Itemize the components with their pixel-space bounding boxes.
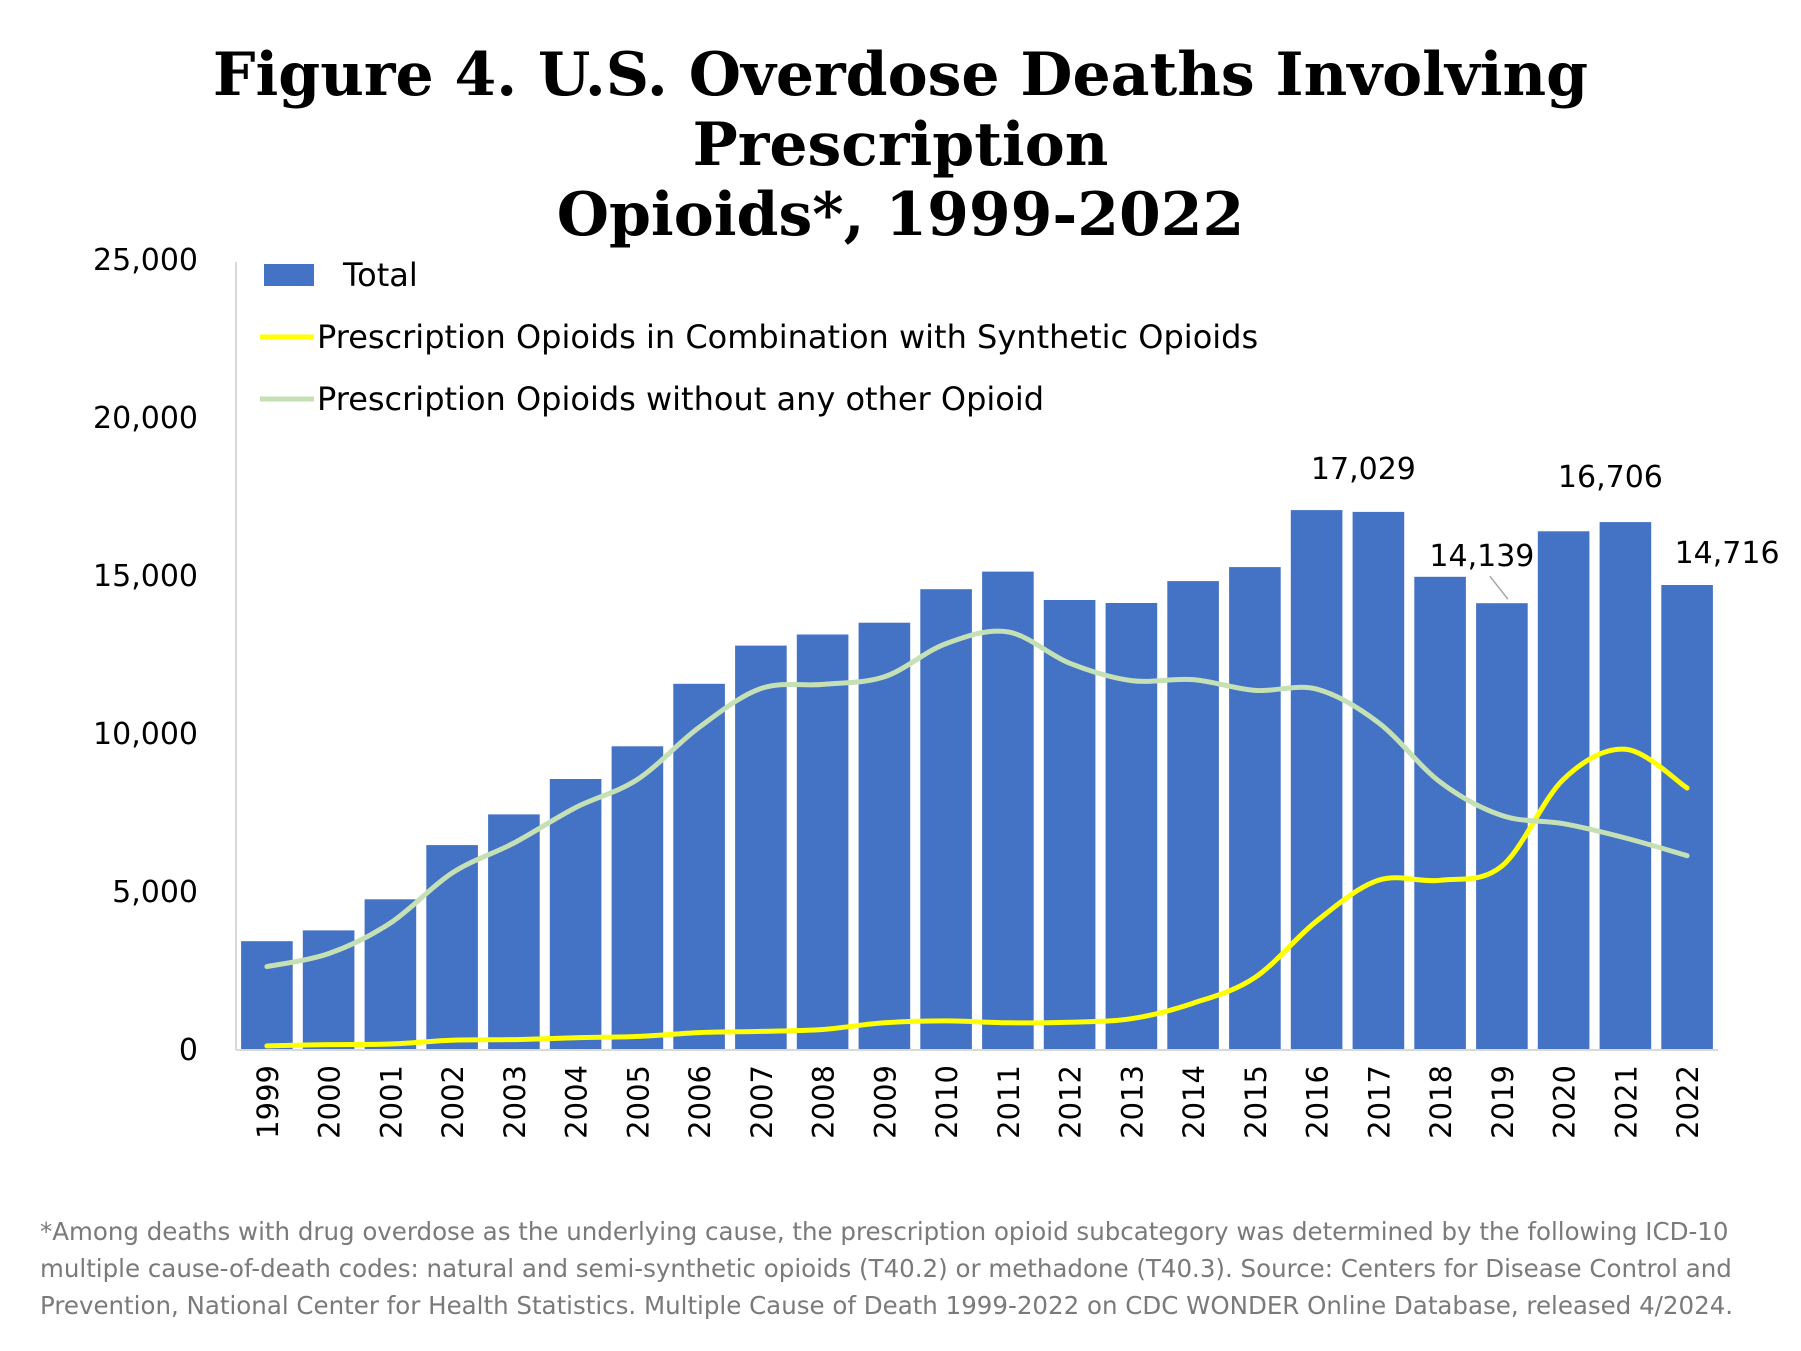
bar-total-2007 [735, 645, 787, 1050]
bar-total-2008 [796, 634, 849, 1050]
chart-title-line-1: Figure 4. U.S. Overdose Deaths Involving… [212, 40, 1589, 180]
x-tick-label: 2021 [1609, 1065, 1643, 1139]
data-label-2017: 17,029 [1311, 452, 1416, 487]
legend-label-prescription-opioids-in-combination-with-synthetic-opioids: Prescription Opioids in Combination with… [317, 318, 1258, 356]
bar-total-2010 [920, 589, 972, 1050]
bar-total-2013 [1105, 603, 1158, 1050]
y-tick-label: 25,000 [93, 243, 198, 278]
x-tick-label: 2014 [1177, 1065, 1211, 1139]
chart-title-line-2: Opioids*, 1999-2022 [556, 180, 1245, 250]
data-label-2022: 14,716 [1675, 536, 1780, 571]
bar-total-2014 [1167, 581, 1219, 1050]
legend-label-prescription-opioids-without-any-other-opioid: Prescription Opioids without any other O… [317, 380, 1044, 418]
line-prescription-opioids-in-combination-with-synthetic-opioids [264, 746, 1690, 1049]
y-tick-label: 10,000 [93, 717, 198, 752]
x-tick-label: 2002 [436, 1065, 470, 1139]
x-tick-label: 2015 [1239, 1065, 1273, 1139]
y-tick-label: 0 [179, 1033, 198, 1068]
labels-layer: 17,029 14,139 16,706 14,716 [1311, 452, 1780, 600]
bar-total-2009 [858, 622, 911, 1050]
x-tick-label: 1999 [251, 1065, 285, 1139]
lines-layer [264, 628, 1690, 1049]
bar-total-2012 [1043, 600, 1096, 1050]
bar-total-2005 [611, 746, 664, 1050]
x-tick-label: 2012 [1054, 1065, 1088, 1139]
x-tick-label: 2001 [374, 1065, 408, 1139]
line-prescription-opioids-without-any-other-opioid [264, 628, 1690, 970]
y-tick-label: 15,000 [93, 559, 198, 594]
x-tick-label: 2011 [992, 1065, 1026, 1139]
bar-total-2002 [426, 845, 478, 1050]
legend-label-total: Total [342, 256, 418, 294]
x-tick-label: 2008 [807, 1065, 841, 1139]
footnote: *Among deaths with drug overdose as the … [40, 1217, 1734, 1320]
legend-swatch-total [264, 264, 314, 286]
bar-total-2022 [1661, 585, 1713, 1050]
x-tick-label: 2016 [1301, 1065, 1335, 1139]
x-tick-label: 2000 [313, 1065, 347, 1139]
x-tick-label: 2009 [868, 1065, 902, 1139]
bar-total-2004 [549, 779, 602, 1050]
x-tick-label: 2022 [1671, 1065, 1705, 1139]
x-tick-label: 2003 [498, 1065, 532, 1139]
bar-total-2006 [673, 683, 725, 1050]
x-tick-label: 2006 [683, 1065, 717, 1139]
x-tick-label: 2005 [621, 1065, 655, 1139]
x-tick-label: 2013 [1115, 1065, 1149, 1139]
bar-total-2021 [1599, 522, 1652, 1050]
bar-total-2019 [1476, 603, 1528, 1050]
x-tick-label: 2017 [1362, 1065, 1396, 1139]
legend: Total Prescription Opioids in Combination… [260, 256, 1258, 418]
bar-total-2018 [1414, 576, 1466, 1050]
x-tick-label: 2010 [930, 1065, 964, 1139]
data-label-2021: 16,706 [1558, 460, 1663, 495]
data-label-leader-line [1489, 575, 1509, 600]
x-tick-label: 2018 [1424, 1065, 1458, 1139]
data-label-2019: 14,139 [1429, 539, 1534, 574]
y-tick-label: 5,000 [112, 875, 198, 910]
x-tick-label: 2020 [1548, 1065, 1582, 1139]
bar-total-2017 [1352, 511, 1405, 1050]
y-tick-label: 20,000 [93, 401, 198, 436]
bar-total-2000 [302, 930, 355, 1050]
bar-total-2016 [1290, 510, 1343, 1051]
bar-total-1999 [241, 941, 293, 1050]
chart-title: Figure 4. U.S. Overdose Deaths Involving… [0, 40, 1801, 250]
bar-total-2015 [1229, 567, 1281, 1050]
axes-layer: 0 5,000 10,000 15,000 20,000 25,000 1999 2000 20… [93, 243, 1718, 1139]
bars-layer [241, 510, 1713, 1051]
x-tick-label: 2007 [745, 1065, 779, 1139]
bar-total-2011 [982, 571, 1034, 1050]
x-tick-label: 2019 [1486, 1065, 1520, 1139]
bar-total-2020 [1537, 531, 1590, 1050]
x-tick-label: 2004 [560, 1065, 594, 1139]
